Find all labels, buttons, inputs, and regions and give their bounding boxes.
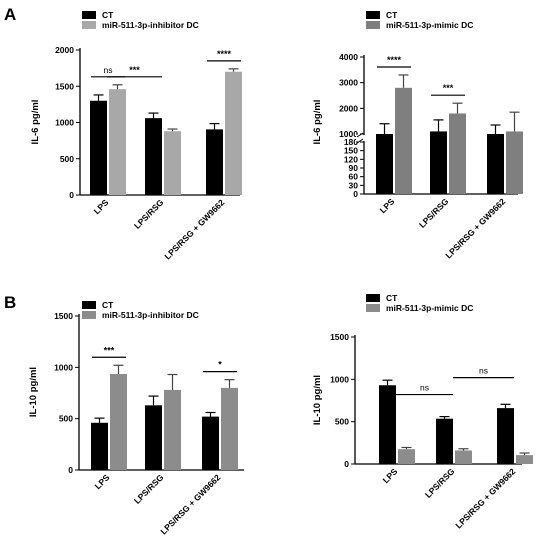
bar (90, 100, 107, 195)
legend-label: CT (386, 10, 398, 20)
chart-panel-4: 0 500 1000 1500 IL-10 pg/ml LPS LPS/RSGLPS/RSG… (312, 293, 533, 530)
axis-break-mark (356, 138, 364, 144)
y-tick-label: 1000 (54, 362, 73, 372)
y-tick-label: 150 (344, 146, 358, 156)
x-category-label: LPS/RSG (417, 196, 451, 230)
x-category-label: LPS/RSG (423, 466, 457, 500)
bar (430, 131, 447, 194)
bar (225, 71, 242, 195)
y-tick-label: 180 (344, 137, 358, 147)
x-category-label: LPS/RSG (132, 472, 166, 506)
bar (202, 416, 219, 470)
legend-swatch (366, 294, 380, 302)
significance-label: ns (104, 65, 113, 75)
legend-label: CT (102, 10, 114, 20)
y-tick-label: 0 (68, 465, 73, 475)
y-tick-label: 1000 (330, 374, 349, 384)
x-category-label: LPS/RSG + GW9662 (453, 466, 517, 530)
significance-label: *** (443, 83, 454, 93)
y-axis-label: IL-10 pg/ml (28, 367, 39, 417)
legend-label: miR-511-3p-mimic DC (386, 20, 473, 30)
panel-label-b: B (4, 293, 16, 312)
y-tick-label: 1500 (55, 81, 74, 91)
significance-label: ns (479, 366, 488, 376)
x-category-label: LPS/RSG (132, 197, 166, 231)
x-category-label: LPS (381, 466, 400, 485)
y-tick-label: 0 (344, 459, 349, 469)
y-tick-label: 1500 (330, 332, 349, 342)
bar (497, 408, 514, 464)
y-tick-label: 2000 (339, 103, 358, 113)
significance-label: ns (420, 383, 429, 393)
significance-label: *** (104, 345, 115, 355)
bar (449, 113, 466, 194)
x-category-label: LPS (92, 197, 111, 216)
legend-label: miR-511-3p-mimic DC (386, 303, 473, 313)
y-tick-label: 500 (59, 414, 73, 424)
y-tick-label: 1500 (54, 311, 73, 321)
significance-label: **** (387, 55, 402, 65)
y-axis-label: IL-10 pg/ml (312, 375, 323, 425)
bar (379, 385, 396, 464)
y-tick-label: 4000 (339, 52, 358, 62)
bar (455, 450, 472, 464)
bar (110, 374, 127, 470)
y-tick-label: 500 (60, 154, 74, 164)
x-category-label: LPS (378, 196, 397, 215)
x-category-label: LPS/RSG + GW9662 (443, 196, 507, 260)
x-category-label: LPS/RSG + GW9662 (162, 197, 226, 261)
y-tick-label: 120 (344, 154, 358, 164)
y-tick-label: 30 (349, 180, 359, 190)
y-axis-label: IL-6 pg/ml (30, 100, 41, 145)
bar (436, 418, 453, 464)
chart-panel-3: 0 500 1000 1500 IL-10 pg/ml LPS LPS/RSGLPS/RSG… (28, 300, 244, 536)
bar (109, 89, 126, 195)
bar (506, 131, 523, 194)
x-category-label: LPS (93, 472, 112, 491)
legend-label: miR-511-3p-inhibitor DC (102, 20, 199, 30)
chart-panel-1: 0 500 1000 1500 2000 IL-6 pg/ml LPS LPS/RSGLPS/… (30, 10, 242, 261)
legend-swatch (82, 21, 96, 29)
y-tick-label: 500 (335, 417, 349, 427)
bar (487, 134, 504, 194)
bar (376, 134, 393, 194)
bar (516, 455, 533, 464)
y-tick-label: 0 (69, 190, 74, 200)
y-tick-label: 60 (349, 172, 359, 182)
legend-swatch (366, 21, 380, 29)
y-tick-label: 90 (349, 163, 359, 173)
bar (164, 389, 181, 470)
y-tick-label: 1000 (339, 129, 358, 139)
significance-label: **** (217, 49, 232, 59)
axis-break-mark (356, 132, 364, 138)
y-tick-label: 2000 (55, 45, 74, 55)
legend-swatch (82, 11, 96, 19)
bar (221, 387, 238, 470)
legend-label: CT (102, 300, 114, 310)
bar (164, 131, 181, 195)
bar (145, 405, 162, 470)
legend-label: miR-511-3p-inhibitor DC (102, 310, 199, 320)
y-tick-label: 0 (353, 189, 358, 199)
x-category-label: LPS/RSG + GW9662 (158, 472, 222, 536)
legend-swatch (366, 304, 380, 312)
significance-label: * (218, 360, 222, 370)
legend-label: CT (386, 293, 398, 303)
panel-label-a: A (4, 5, 16, 24)
bar (145, 118, 162, 195)
y-axis-label: IL-6 pg/ml (312, 100, 323, 145)
bar (206, 129, 223, 195)
legend-swatch (366, 11, 380, 19)
bar (398, 449, 415, 464)
bar (91, 422, 108, 470)
legend-swatch (82, 311, 96, 319)
significance-label: *** (129, 65, 140, 75)
legend-swatch (82, 301, 96, 309)
y-tick-label: 3000 (339, 78, 358, 88)
bar (395, 87, 412, 194)
y-tick-label: 1000 (55, 118, 74, 128)
